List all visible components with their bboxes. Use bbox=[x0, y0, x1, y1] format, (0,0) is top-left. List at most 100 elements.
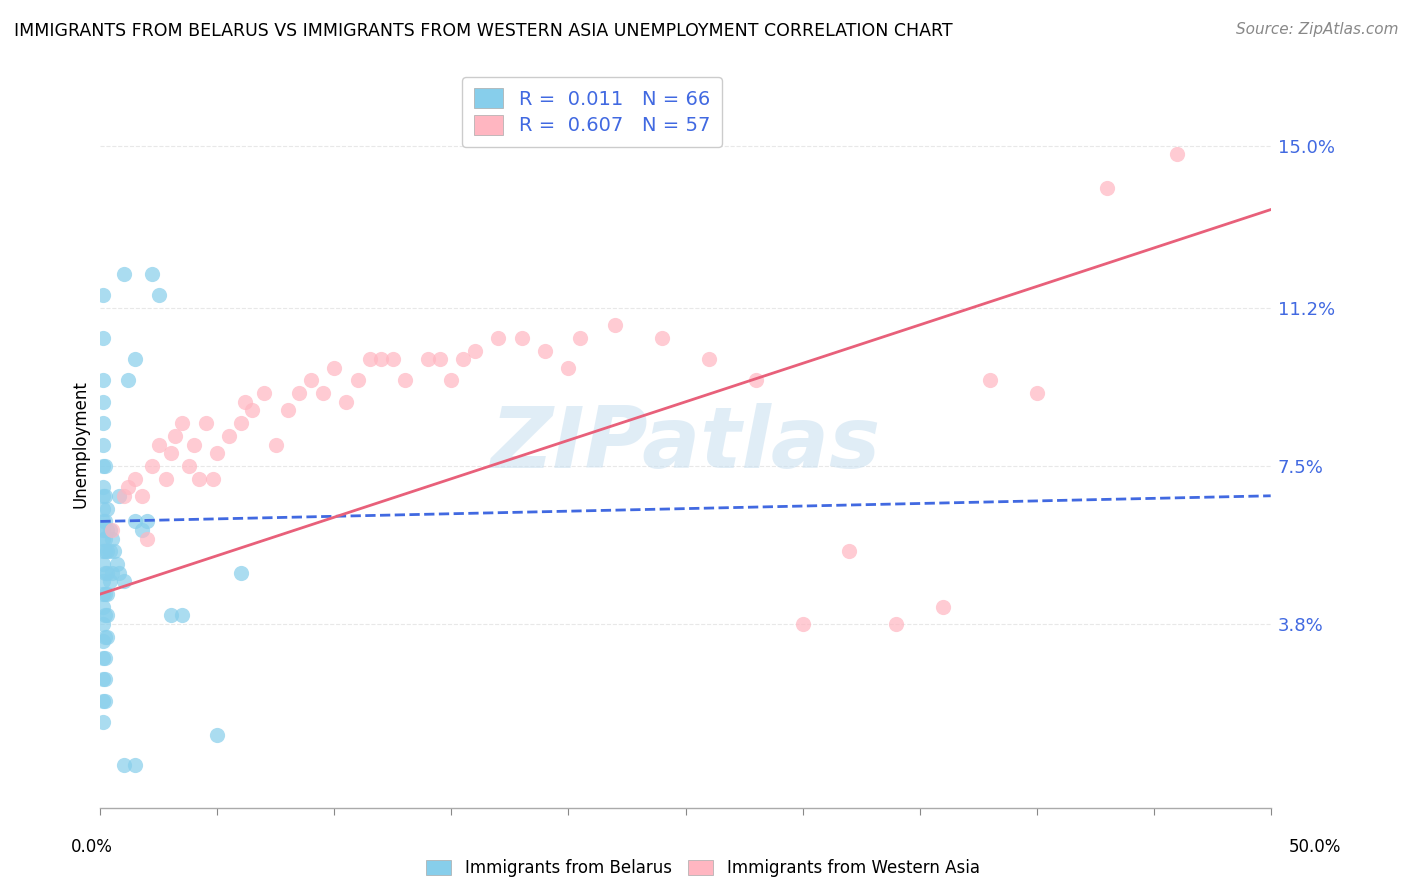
Point bbox=[108, 566, 131, 580]
Point bbox=[91, 715, 114, 730]
Point bbox=[105, 557, 128, 571]
Point bbox=[96, 608, 118, 623]
Point bbox=[207, 728, 229, 742]
Point bbox=[94, 673, 117, 687]
Point bbox=[94, 489, 117, 503]
Text: 0.0%: 0.0% bbox=[70, 838, 112, 855]
Point bbox=[207, 446, 229, 460]
Y-axis label: Unemployment: Unemployment bbox=[72, 381, 89, 508]
Point bbox=[112, 758, 135, 772]
Point bbox=[557, 360, 579, 375]
Point bbox=[569, 331, 592, 345]
Point bbox=[187, 472, 209, 486]
Point bbox=[141, 267, 163, 281]
Point bbox=[96, 566, 118, 580]
Point bbox=[792, 616, 814, 631]
Point bbox=[194, 416, 217, 430]
Text: Source: ZipAtlas.com: Source: ZipAtlas.com bbox=[1236, 22, 1399, 37]
Point bbox=[91, 394, 114, 409]
Point bbox=[1095, 181, 1118, 195]
Point bbox=[94, 515, 117, 529]
Point bbox=[440, 374, 463, 388]
Point bbox=[91, 616, 114, 631]
Point bbox=[264, 437, 287, 451]
Text: IMMIGRANTS FROM BELARUS VS IMMIGRANTS FROM WESTERN ASIA UNEMPLOYMENT CORRELATION: IMMIGRANTS FROM BELARUS VS IMMIGRANTS FR… bbox=[14, 22, 953, 40]
Point bbox=[148, 288, 170, 302]
Point bbox=[91, 634, 114, 648]
Point bbox=[229, 416, 252, 430]
Point bbox=[183, 437, 205, 451]
Point bbox=[103, 544, 125, 558]
Point bbox=[91, 331, 114, 345]
Point bbox=[697, 352, 720, 367]
Point bbox=[94, 532, 117, 546]
Point bbox=[159, 608, 181, 623]
Point bbox=[94, 608, 117, 623]
Point bbox=[359, 352, 381, 367]
Point bbox=[91, 557, 114, 571]
Point bbox=[370, 352, 392, 367]
Point bbox=[932, 599, 955, 614]
Legend: Immigrants from Belarus, Immigrants from Western Asia: Immigrants from Belarus, Immigrants from… bbox=[419, 853, 987, 884]
Point bbox=[141, 458, 163, 473]
Point bbox=[1025, 386, 1047, 401]
Point bbox=[94, 630, 117, 644]
Point bbox=[91, 515, 114, 529]
Point bbox=[323, 360, 346, 375]
Point bbox=[101, 532, 124, 546]
Point bbox=[464, 343, 486, 358]
Point bbox=[277, 403, 299, 417]
Point bbox=[91, 480, 114, 494]
Point bbox=[96, 544, 118, 558]
Point bbox=[394, 374, 416, 388]
Point bbox=[94, 458, 117, 473]
Point bbox=[979, 374, 1001, 388]
Point bbox=[96, 523, 118, 537]
Point bbox=[91, 599, 114, 614]
Point bbox=[91, 501, 114, 516]
Point bbox=[112, 489, 135, 503]
Point bbox=[745, 374, 768, 388]
Point bbox=[159, 446, 181, 460]
Point bbox=[235, 394, 257, 409]
Point bbox=[91, 416, 114, 430]
Point bbox=[416, 352, 439, 367]
Point bbox=[242, 403, 264, 417]
Point bbox=[884, 616, 907, 631]
Point bbox=[605, 318, 627, 332]
Point bbox=[838, 544, 860, 558]
Point bbox=[98, 523, 121, 537]
Point bbox=[165, 429, 187, 443]
Point bbox=[429, 352, 451, 367]
Point bbox=[136, 515, 159, 529]
Point bbox=[112, 574, 135, 589]
Point bbox=[98, 544, 121, 558]
Point bbox=[312, 386, 335, 401]
Point bbox=[346, 374, 368, 388]
Point bbox=[117, 480, 139, 494]
Point bbox=[172, 416, 194, 430]
Point bbox=[91, 673, 114, 687]
Point bbox=[94, 694, 117, 708]
Point bbox=[131, 523, 153, 537]
Point bbox=[91, 694, 114, 708]
Point bbox=[108, 489, 131, 503]
Point bbox=[91, 523, 114, 537]
Point bbox=[94, 566, 117, 580]
Point bbox=[101, 523, 124, 537]
Point bbox=[124, 472, 146, 486]
Point bbox=[1166, 147, 1188, 161]
Point bbox=[172, 608, 194, 623]
Point bbox=[91, 374, 114, 388]
Point bbox=[91, 651, 114, 665]
Point bbox=[229, 566, 252, 580]
Point bbox=[91, 437, 114, 451]
Text: 50.0%: 50.0% bbox=[1288, 838, 1341, 855]
Point bbox=[91, 458, 114, 473]
Point bbox=[124, 515, 146, 529]
Point bbox=[218, 429, 240, 443]
Point bbox=[91, 489, 114, 503]
Point bbox=[94, 587, 117, 601]
Text: ZIPatlas: ZIPatlas bbox=[491, 403, 880, 486]
Point bbox=[91, 288, 114, 302]
